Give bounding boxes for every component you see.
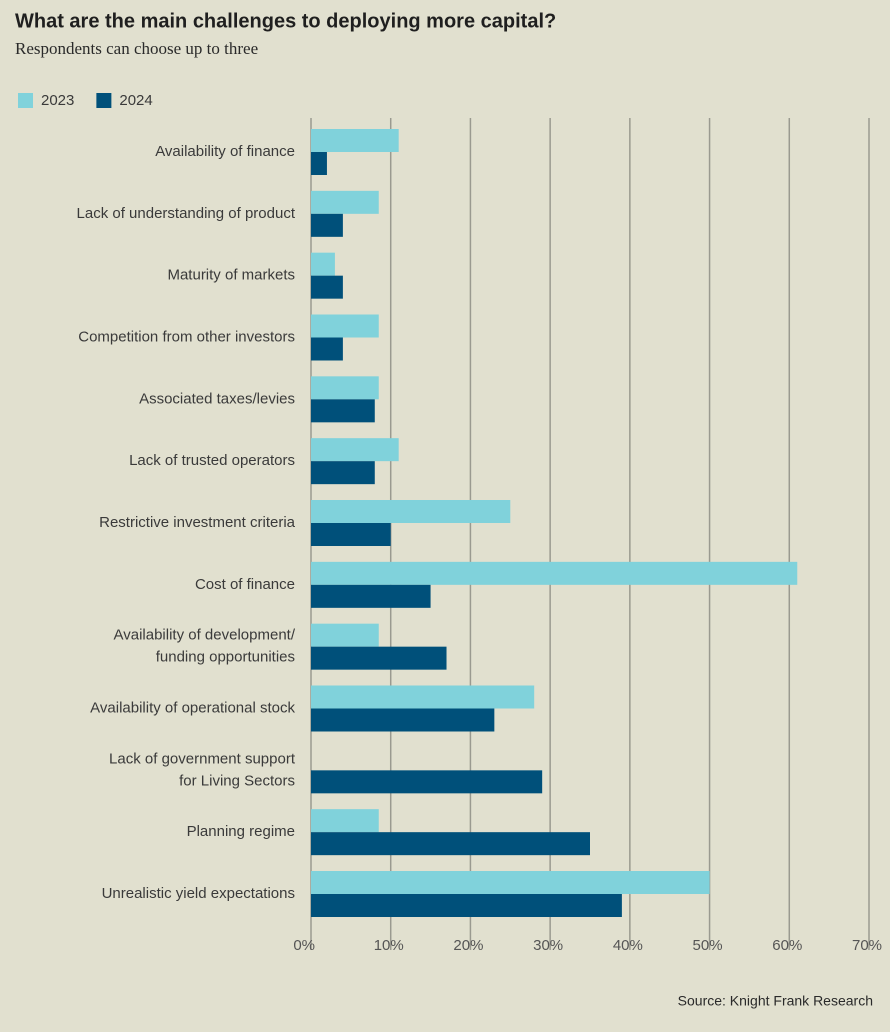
category-label: Lack of government support for Living Sec…: [109, 750, 296, 789]
x-tick-label: 30%: [533, 937, 563, 954]
bar: [311, 623, 379, 647]
bar: [311, 561, 798, 585]
bar: [311, 685, 535, 709]
bar: [311, 646, 447, 670]
x-tick-label: 20%: [453, 937, 483, 954]
category-label: Lack of understanding of product: [77, 205, 296, 222]
bar: [311, 314, 379, 338]
x-tick-label: 70%: [852, 937, 882, 954]
x-tick-label: 40%: [613, 937, 643, 954]
x-tick-label: 0%: [293, 937, 315, 954]
bar: [311, 770, 543, 794]
category-label: Availability of finance: [155, 143, 295, 160]
bar: [311, 438, 399, 462]
legend-swatch: [96, 93, 112, 108]
bar: [311, 461, 375, 485]
bar: [311, 190, 379, 214]
bar: [311, 809, 379, 833]
bar: [311, 832, 590, 856]
bar: [311, 376, 379, 400]
legend-label: 2023: [41, 92, 74, 109]
bar: [311, 337, 343, 361]
category-label: Availability of operational stock: [90, 699, 295, 716]
category-label: Cost of finance: [195, 576, 295, 593]
legend-label: 2024: [119, 92, 152, 109]
legend-swatch: [18, 93, 33, 108]
bar: [311, 523, 391, 546]
bar: [311, 399, 375, 423]
bar: [311, 275, 343, 299]
x-tick-label: 50%: [693, 937, 723, 954]
bar: [311, 213, 343, 237]
bar: [311, 129, 399, 152]
bar: [311, 500, 511, 523]
x-tick-label: 10%: [374, 937, 404, 954]
category-label: Unrealistic yield expectations: [102, 885, 295, 902]
category-label: Lack of trusted operators: [129, 452, 295, 469]
source: Source: Knight Frank Research: [678, 993, 873, 1009]
chart-title: What are the main challenges to deployin…: [15, 10, 556, 32]
bar: [311, 894, 622, 917]
chart-subtitle: Respondents can choose up to three: [15, 39, 258, 58]
x-tick-label: 60%: [772, 937, 802, 954]
category-label: Competition from other investors: [78, 328, 295, 345]
category-label: Planning regime: [187, 823, 295, 840]
category-label: Availability of development/funding oppo…: [114, 627, 296, 666]
bar: [311, 252, 335, 276]
bar: [311, 708, 495, 732]
category-label: Maturity of markets: [167, 267, 295, 284]
category-label: Associated taxes/levies: [139, 390, 295, 407]
bar: [311, 584, 431, 608]
category-label: Restrictive investment criteria: [99, 514, 296, 531]
bar: [311, 871, 710, 894]
bar: [311, 152, 327, 175]
